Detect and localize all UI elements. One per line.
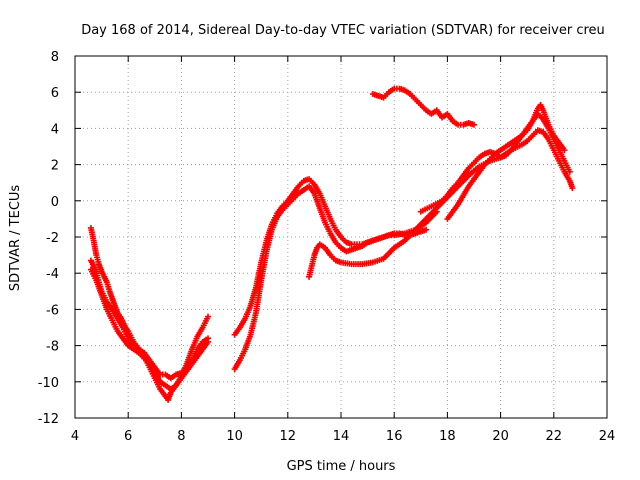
y-tick-label: 8	[51, 50, 59, 65]
x-tick-labels: 4 6 8 10 12 14 16 18 20 22 24	[71, 429, 615, 444]
x-tick-label: 14	[333, 429, 350, 444]
x-tick-label: 18	[439, 429, 456, 444]
series-arc9	[369, 85, 477, 128]
y-tick-label: 0	[51, 195, 59, 210]
y-tick-label: -2	[46, 231, 59, 246]
data-point	[561, 147, 568, 154]
y-tick-label: 2	[51, 159, 59, 174]
x-tick-label: 8	[177, 429, 185, 444]
chart-title: Day 168 of 2014, Sidereal Day-to-day VTE…	[81, 23, 605, 38]
series-arc8	[444, 101, 568, 222]
y-tick-label: 4	[51, 122, 59, 137]
data-point	[471, 121, 477, 128]
y-tick-label: -8	[46, 340, 59, 355]
data-point	[566, 168, 573, 175]
y-axis-label: SDTVAR / TECUs	[8, 185, 23, 292]
data-point	[423, 226, 430, 233]
x-tick-label: 4	[71, 429, 79, 444]
y-tick-label: -10	[38, 376, 59, 391]
x-axis-label: GPS time / hours	[287, 459, 396, 474]
x-tick-label: 22	[546, 429, 563, 444]
data-marks	[87, 85, 576, 403]
x-tick-label: 24	[599, 429, 616, 444]
data-point	[569, 185, 576, 192]
x-tick-label: 10	[226, 429, 243, 444]
x-tick-label: 20	[492, 429, 509, 444]
series-arc3	[87, 266, 211, 393]
x-tick-label: 16	[386, 429, 403, 444]
y-tick-label: -6	[46, 303, 59, 318]
y-tick-labels: -12 -10 -8 -6 -4 -2 0 2 4 6 8	[38, 50, 59, 427]
x-tick-label: 12	[280, 429, 297, 444]
data-point	[205, 335, 211, 342]
axis-ticks	[74, 55, 608, 419]
x-tick-label: 6	[124, 429, 132, 444]
y-tick-label: 6	[51, 86, 59, 101]
y-tick-label: -4	[46, 267, 59, 282]
data-point	[205, 313, 211, 320]
y-tick-label: -12	[38, 412, 59, 427]
